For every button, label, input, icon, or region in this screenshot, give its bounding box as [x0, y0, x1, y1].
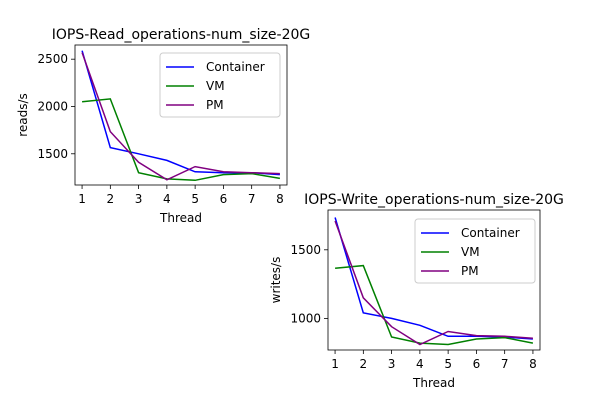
- x-tick-label: 7: [501, 357, 509, 371]
- axes-frame: [327, 209, 541, 351]
- legend-label-container: Container: [461, 226, 520, 240]
- x-tick-label: 8: [276, 192, 284, 206]
- y-tick-label: 1000: [290, 311, 321, 325]
- y-tick-label: 1500: [290, 243, 321, 257]
- x-axis-label: Thread: [412, 376, 455, 390]
- legend: Container VM PM: [159, 52, 281, 118]
- x-tick-label: 4: [416, 357, 424, 371]
- y-axis-label: reads/s: [16, 93, 30, 137]
- x-tick-label: 3: [135, 192, 143, 206]
- x-tick-label: 5: [444, 357, 452, 371]
- chart-title: IOPS-Write_operations-num_size-20G: [304, 192, 564, 208]
- x-tick-label: 2: [360, 357, 368, 371]
- x-tick-label: 3: [388, 357, 396, 371]
- chart-1: IOPS-Read_operations-num_size-20G 1 2 3 4 5 6 7…: [16, 27, 310, 225]
- y-tick-label: 1500: [37, 147, 68, 161]
- x-tick-label: 2: [107, 192, 115, 206]
- series-line-vm: [82, 98, 281, 182]
- x-tick-label: 8: [529, 357, 537, 371]
- legend-label-vm: VM: [206, 79, 225, 93]
- legend: Container VM PM: [414, 218, 536, 284]
- x-tick-label: 5: [191, 192, 199, 206]
- legend-box: [414, 218, 536, 284]
- series-line-vm: [335, 264, 534, 346]
- legend-label-pm: PM: [206, 98, 224, 112]
- series-line-pm: [334, 220, 533, 346]
- series-line-pm: [81, 52, 280, 181]
- x-tick-label: 1: [331, 357, 339, 371]
- y-axis-label: writes/s: [269, 257, 283, 304]
- y-tick-label: 2000: [37, 99, 68, 113]
- chart-2: IOPS-Write_operations-num_size-20G 1 2 3 4 5 6…: [269, 192, 564, 390]
- legend-label-container: Container: [206, 60, 265, 74]
- x-tick-label: 4: [163, 192, 171, 206]
- x-tick-label: 6: [220, 192, 228, 206]
- x-axis-label: Thread: [159, 211, 202, 225]
- legend-label-pm: PM: [461, 264, 479, 278]
- x-tick-label: 7: [248, 192, 256, 206]
- axes-frame: [74, 44, 288, 186]
- y-tick-label: 2500: [37, 52, 68, 66]
- legend-box: [159, 52, 281, 118]
- x-tick-label: 1: [78, 192, 86, 206]
- legend-label-vm: VM: [461, 245, 480, 259]
- x-tick-label: 6: [473, 357, 481, 371]
- chart-title: IOPS-Read_operations-num_size-20G: [52, 27, 311, 43]
